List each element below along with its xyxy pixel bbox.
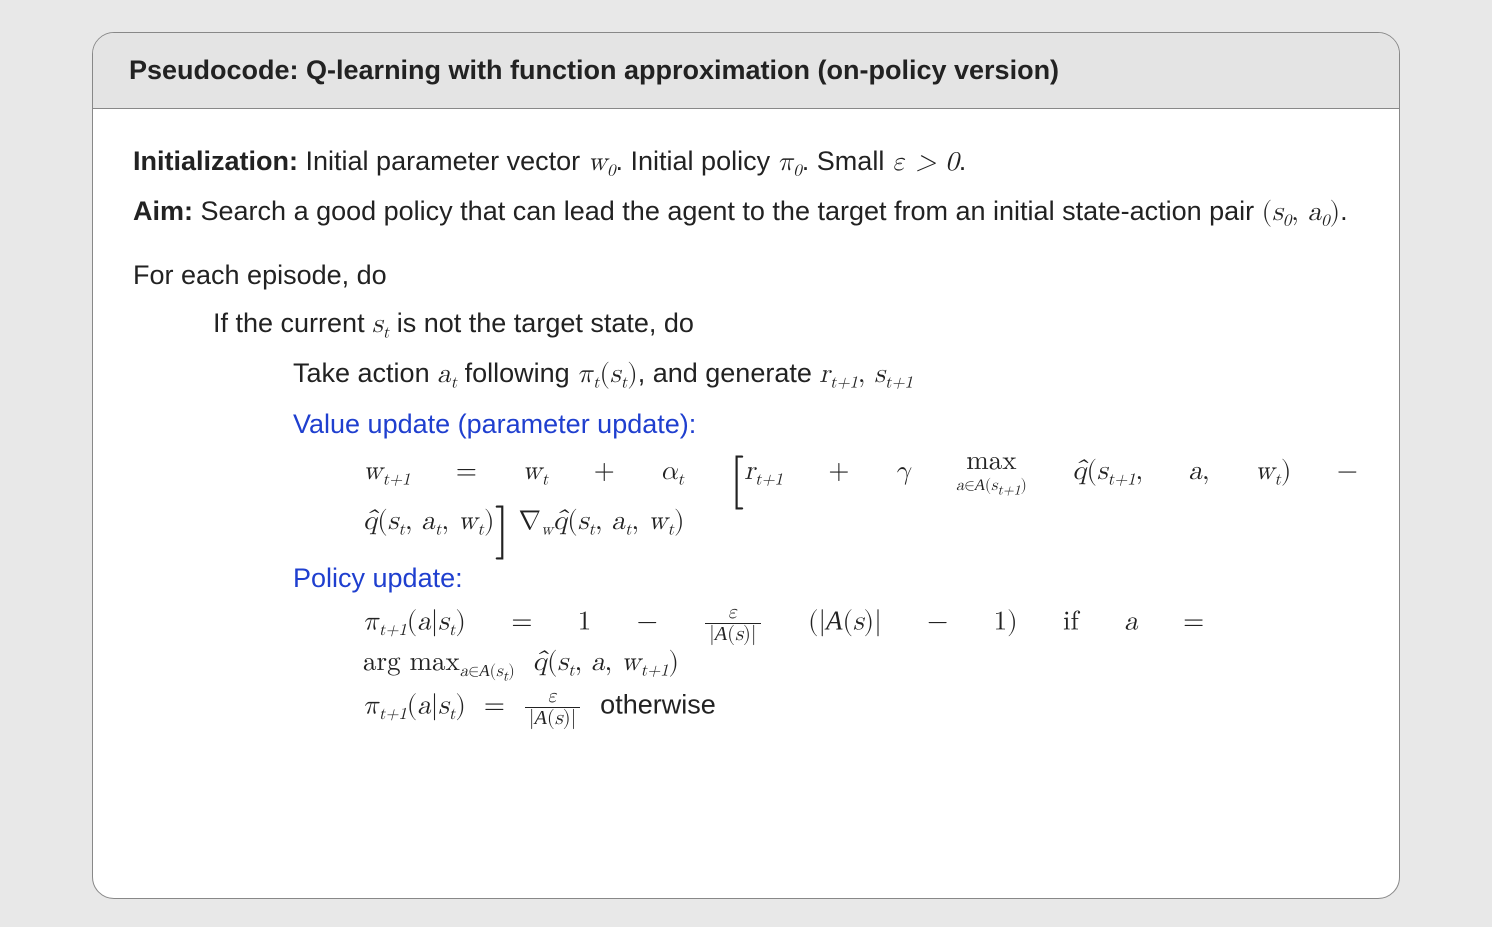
take-action-line: Take action at following πt(st), and gen… (133, 349, 1359, 399)
panel-header: Pseudocode: Q-learning with function app… (93, 33, 1399, 109)
take-c: , and generate (638, 358, 820, 388)
pit-st: πt(st) (577, 361, 638, 388)
take-b: following (457, 358, 577, 388)
if-text-b: is not the target state, do (389, 308, 694, 338)
rt1-st1: rt+1, st+1 (819, 361, 913, 388)
policy-update-eq1-line1: πt+1(a|st) = 1 − ε |A(s)| (|A(s)| − 1) i… (293, 602, 1359, 646)
aim-text: Search a good policy that can lead the a… (201, 196, 1262, 226)
init-text-1: Initial parameter vector (306, 146, 588, 176)
init-text-4: . (959, 146, 967, 176)
init-text-3: . Small (802, 146, 892, 176)
pi0: π0 (778, 149, 802, 176)
eps-over-A: ε |A(s)| (705, 602, 760, 646)
at: at (437, 361, 457, 388)
initialization-line: Initialization: Initial parameter vector… (133, 137, 1359, 187)
eps-over-A-2: ε |A(s)| (525, 686, 580, 730)
take-a: Take action (293, 358, 437, 388)
policy-update-eq2-line: πt+1(a|st) = ε |A(s)| otherwise (293, 686, 1359, 730)
value-update-eq-line2: q̂(st, at, wt)] ∇wq̂(st, at, wt) (293, 504, 1359, 554)
aim-label: Aim: (133, 196, 193, 226)
policy-update-eq1-line2: arg maxa∈A(st) q̂(st, a, wt+1) (293, 645, 1359, 685)
page: Pseudocode: Q-learning with function app… (0, 0, 1492, 927)
value-update-label: Value update (parameter update): (133, 400, 1359, 448)
panel-title: Pseudocode: Q-learning with function app… (129, 55, 1059, 85)
if-text-a: If the current (213, 308, 372, 338)
pseudocode-panel: Pseudocode: Q-learning with function app… (92, 32, 1400, 899)
panel-body: Initialization: Initial parameter vector… (93, 109, 1399, 757)
w0: w0 (588, 149, 616, 176)
if-state-line: If the current st is not the target stat… (133, 299, 1359, 349)
s0a0-pair: (s0, a0) (1262, 199, 1340, 226)
init-text-2: . Initial policy (616, 146, 778, 176)
policy-update-eq1: πt+1(a|st) = 1 − ε |A(s)| (|A(s)| − 1) i… (133, 602, 1359, 686)
eps-gt-0: ε > 0 (892, 149, 959, 176)
value-update-eq: wt+1 = wt + αt [rt+1 + γ max a∈A(st+1) q… (133, 448, 1359, 554)
max-operator: max a∈A(st+1) (956, 448, 1027, 498)
policy-update-eq2: πt+1(a|st) = ε |A(s)| otherwise (133, 686, 1359, 730)
policy-update-label: Policy update: (133, 554, 1359, 602)
st: st (372, 311, 389, 338)
value-update-eq-line1: wt+1 = wt + αt [rt+1 + γ max a∈A(st+1) q… (293, 448, 1359, 504)
init-label: Initialization: (133, 146, 298, 176)
episode-loop: For each episode, do (133, 251, 1359, 299)
aim-line: Aim: Search a good policy that can lead … (133, 187, 1359, 237)
